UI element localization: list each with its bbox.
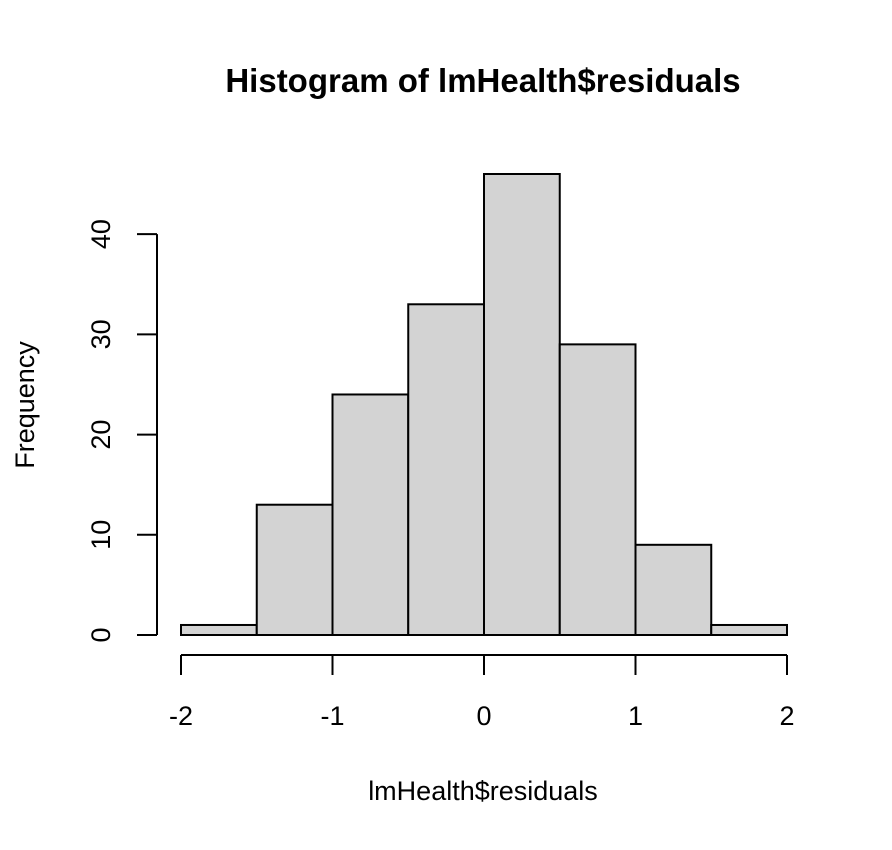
histogram-bar (331, 393, 410, 637)
bars-group (180, 173, 788, 637)
y-axis-label: Frequency (10, 341, 40, 469)
histogram-bar (255, 503, 334, 636)
y-tick-label: 0 (86, 627, 116, 642)
x-tick-label: -2 (169, 701, 193, 731)
x-tick-label: 2 (779, 701, 794, 731)
histogram-bar (558, 343, 637, 636)
histogram-bar (180, 623, 258, 637)
y-tick-label: 30 (86, 319, 116, 349)
chart-title: Histogram of lmHealth$residuals (225, 62, 740, 99)
y-axis: 0 10 20 30 40 (86, 219, 158, 643)
x-axis: -2 -1 0 1 2 (169, 654, 795, 731)
x-tick-label: -1 (320, 701, 344, 731)
histogram-bar (710, 623, 788, 637)
y-tick-label: 20 (86, 420, 116, 450)
x-axis-label: lmHealth$residuals (368, 776, 598, 806)
histogram-bar (634, 543, 713, 636)
y-tick-label: 40 (86, 219, 116, 249)
histogram-bar (483, 173, 561, 636)
histogram-bar (407, 303, 485, 636)
y-tick-label: 10 (86, 520, 116, 550)
x-tick-label: 1 (628, 701, 643, 731)
x-tick-label: 0 (476, 701, 491, 731)
